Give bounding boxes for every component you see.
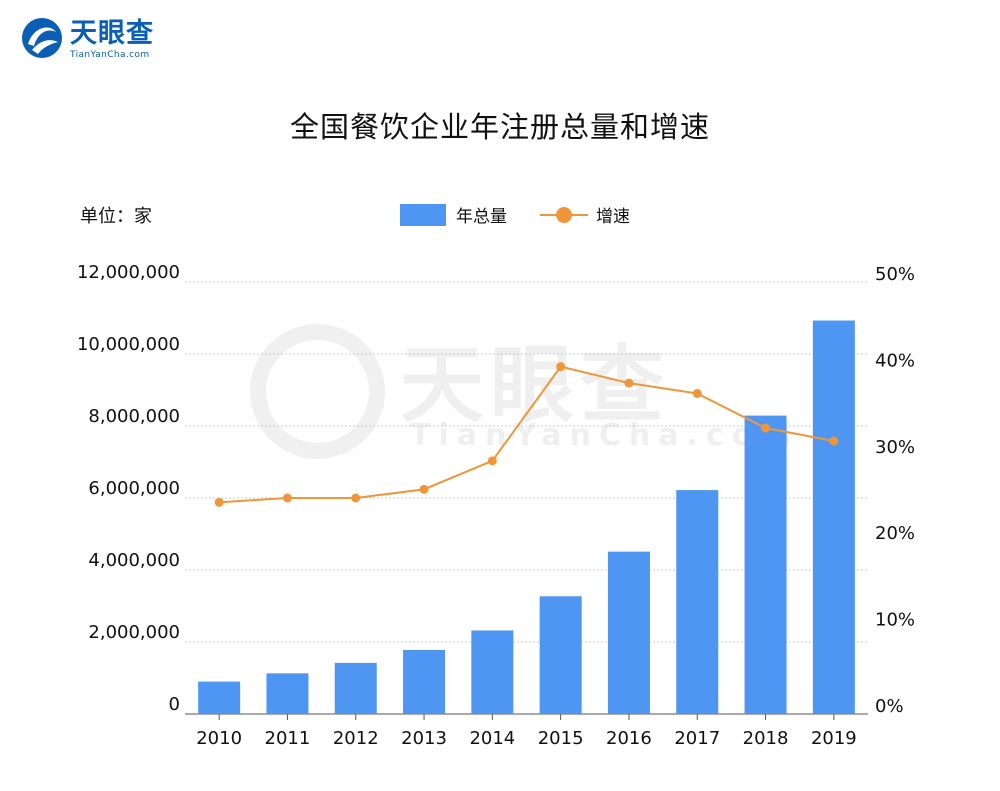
x-tick-label: 2018 <box>743 728 789 749</box>
x-tick-label: 2013 <box>401 728 447 749</box>
y-left-tick-label: 2,000,000 <box>88 622 180 643</box>
bar <box>539 596 582 714</box>
y-left-tick-label: 10,000,000 <box>77 334 180 355</box>
x-tick-label: 2012 <box>333 728 379 749</box>
unit-label: 单位：家 <box>80 206 152 227</box>
logo-mark-icon <box>22 18 62 58</box>
y-left-tick-label: 0 <box>169 694 180 715</box>
y-right-tick-label: 50% <box>875 264 915 285</box>
logo-domain: TianYanCha.com <box>70 50 150 60</box>
legend-line-swatch <box>540 204 588 226</box>
legend-label-total: 年总量 <box>456 207 507 227</box>
y-left-tick-label: 6,000,000 <box>88 478 180 499</box>
bar <box>334 662 377 714</box>
y-right-tick-label: 40% <box>875 350 915 371</box>
y-left-tick-label: 12,000,000 <box>77 262 180 283</box>
legend-item-growth: 增速 <box>540 202 630 227</box>
x-tick-label: 2014 <box>469 728 515 749</box>
logo-name: 天眼查 <box>70 18 154 49</box>
growth-point <box>351 493 361 503</box>
bar <box>471 630 514 714</box>
growth-point <box>556 362 566 372</box>
y-right-tick-label: 30% <box>875 437 915 458</box>
legend-item-total: 年总量 <box>400 202 507 227</box>
x-tick-label: 2015 <box>538 728 584 749</box>
growth-line <box>219 365 835 504</box>
x-tick-label: 2011 <box>265 728 311 749</box>
y-right-tick-label: 0% <box>875 696 904 717</box>
y-right-tick-label: 10% <box>875 610 915 631</box>
tianyancha-logo: 天眼查 TianYanCha.com <box>20 16 180 66</box>
growth-point <box>487 456 497 466</box>
x-tick-label: 2019 <box>811 728 857 749</box>
bar <box>744 415 787 714</box>
bar <box>266 673 309 714</box>
growth-point <box>761 423 771 433</box>
chart-title: 全国餐饮企业年注册总量和增速 <box>289 110 710 144</box>
y-right-tick-label: 20% <box>875 523 915 544</box>
x-tick-label: 2010 <box>196 728 242 749</box>
bar <box>607 551 650 714</box>
x-tick-label: 2016 <box>606 728 652 749</box>
legend-bar-swatch <box>400 203 446 226</box>
y-left-tick-label: 4,000,000 <box>88 550 180 571</box>
growth-point <box>214 497 224 507</box>
growth-point <box>692 388 702 398</box>
bar <box>403 649 446 714</box>
y-left-tick-label: 8,000,000 <box>88 406 180 427</box>
bar <box>812 320 855 714</box>
growth-point <box>624 378 634 388</box>
growth-point <box>282 493 292 503</box>
growth-point <box>829 436 839 446</box>
growth-point <box>419 484 429 494</box>
bar <box>676 490 719 714</box>
x-tick-label: 2017 <box>674 728 720 749</box>
bar <box>198 681 241 714</box>
legend-label-growth: 增速 <box>596 207 630 227</box>
